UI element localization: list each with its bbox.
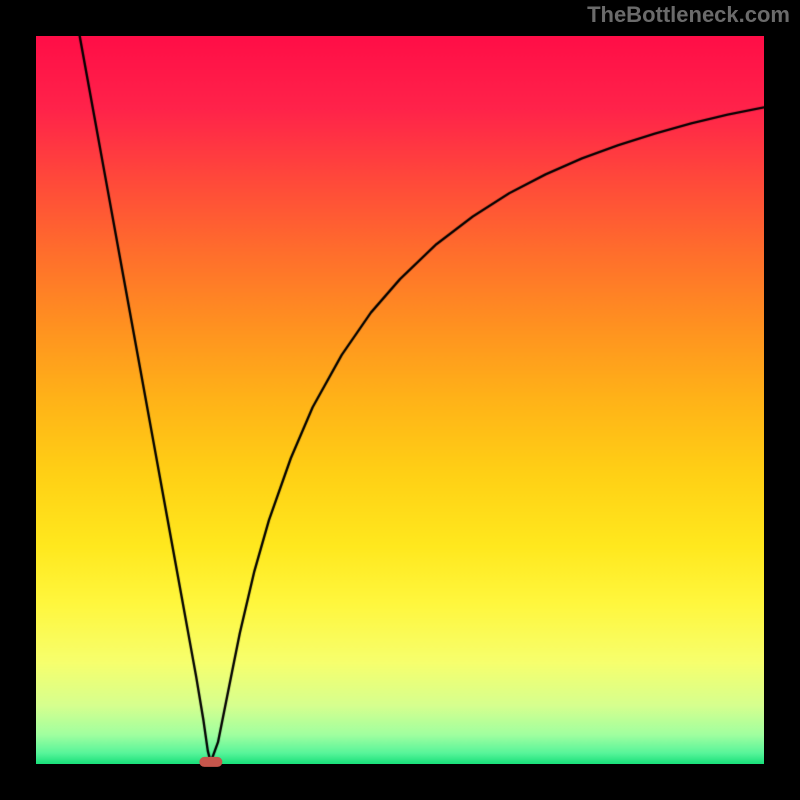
watermark-text: TheBottleneck.com xyxy=(587,2,790,28)
minimum-marker xyxy=(199,757,222,767)
chart-frame: TheBottleneck.com xyxy=(0,0,800,800)
plot-area xyxy=(36,36,764,764)
bottleneck-curve xyxy=(36,36,764,764)
